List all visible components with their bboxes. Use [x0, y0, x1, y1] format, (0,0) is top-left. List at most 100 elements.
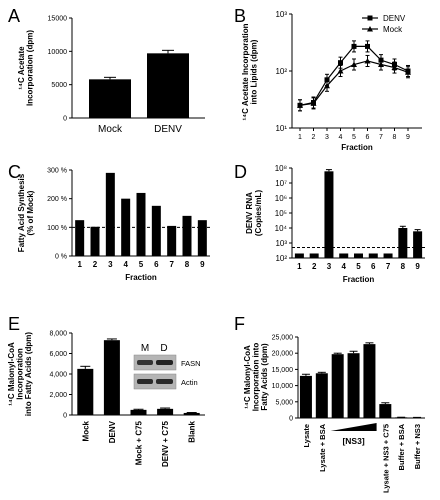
x-tick-label: 7: [386, 262, 391, 271]
blot-band: [137, 379, 153, 384]
x-tick-label: Lysate + NS3 + C75: [381, 424, 390, 493]
y-tick-label: 5,000: [275, 399, 293, 406]
y-tick-label: 25,000: [272, 335, 294, 342]
y-axis-label: ¹⁴C Acetate Incorporationinto Lipids (dp…: [241, 23, 259, 120]
bar: [347, 353, 360, 418]
legend-marker-square: [367, 15, 373, 21]
y-tick-label: 15000: [48, 16, 68, 23]
x-tick-label: 9: [415, 262, 420, 271]
y-axis-label: DENV RNA(Copies/mL): [245, 190, 263, 237]
panel-label-f: F: [234, 314, 245, 334]
bar: [136, 192, 146, 256]
y-tick-label: 4,000: [49, 372, 67, 379]
y-tick-label: 100 %: [47, 225, 67, 232]
bar: [339, 253, 349, 258]
ns3-gradient-wedge: [330, 423, 377, 431]
legend-label: Mock: [383, 25, 403, 34]
blot-band: [137, 360, 153, 365]
data-point-triangle: [351, 61, 357, 68]
y-axis-label-line: ¹⁴C Malonyl-CoA: [7, 342, 16, 406]
blot-row-label: FASN: [181, 359, 201, 368]
x-tick-label: 3: [327, 262, 332, 271]
blot-strip: [133, 373, 177, 390]
data-point-triangle: [297, 102, 303, 108]
y-tick-label: 10,000: [272, 383, 294, 390]
chart-d: DENV RNA(Copies/mL) 10² 10³ 10⁴ 10⁵ 10⁶ 10⁷ 10⁸…: [245, 164, 425, 284]
x-tick-label: 2: [312, 134, 316, 141]
bar: [151, 205, 161, 256]
bar: [75, 220, 85, 256]
bar: [383, 253, 393, 258]
blot-strip: [133, 354, 177, 371]
bar: [167, 225, 177, 256]
y-tick-label: 2,000: [49, 392, 67, 399]
bar: [183, 412, 200, 415]
x-tick-label: DENV: [154, 124, 182, 135]
bar: [77, 368, 94, 415]
x-tick-label: 8: [393, 134, 397, 141]
bar: [324, 171, 334, 258]
data-point-square: [351, 43, 357, 49]
x-tick-label: 9: [200, 260, 205, 269]
data-point-triangle: [391, 64, 398, 71]
x-tick-label: Mock: [81, 420, 90, 441]
legend-label: DENV: [383, 14, 406, 23]
y-tick-label: 300 %: [47, 168, 67, 175]
data-point-square: [365, 43, 370, 49]
panel-label-a: A: [8, 6, 20, 26]
bar: [121, 198, 131, 256]
bar: [294, 253, 304, 258]
y-axis-label-line: (% of Mock): [26, 190, 35, 235]
y-axis-label-line: into Fatty Acids (dpm): [24, 332, 33, 416]
y-tick-label: 15,000: [272, 367, 294, 374]
x-tick-label: Lysate: [302, 424, 311, 448]
x-tick-label: 4: [341, 262, 346, 271]
panel-label-d: D: [234, 162, 247, 182]
y-axis-label: ¹⁴C AcetateIncorporation (dpm): [17, 30, 35, 106]
bar: [379, 404, 392, 418]
y-tick-label: 5000: [51, 82, 67, 89]
bar: [299, 375, 312, 418]
bar: [398, 228, 408, 258]
chart-b: ¹⁴C Acetate Incorporationinto Lipids (dp…: [241, 10, 422, 152]
bar: [105, 172, 115, 256]
x-tick-label: 6: [154, 260, 159, 269]
series-line: [299, 45, 409, 106]
panel-label-e: E: [8, 314, 20, 334]
panel-label-c: C: [8, 162, 21, 182]
y-axis-label-line: Incorporation into: [252, 343, 261, 412]
y-axis-label-line: Fatty Acid Synthesis: [17, 173, 26, 252]
y-tick-label: 10¹: [275, 124, 287, 133]
data-point-triangle: [337, 68, 344, 74]
x-tick-label: Buffer + BSA: [397, 423, 406, 470]
x-tick-label: DENV + C75: [161, 420, 170, 467]
y-tick-label: 0: [63, 413, 67, 420]
bar: [182, 215, 192, 256]
bar: [315, 373, 328, 418]
x-tick-label: 1: [77, 260, 82, 269]
y-axis-label: ¹⁴C Malonyl-CoAIncorporation intoFatty A…: [243, 343, 269, 412]
y-axis-label-line: ¹⁴C Acetate: [17, 46, 26, 90]
bar: [90, 226, 100, 256]
data-point-square: [338, 60, 343, 66]
x-tick-label: 9: [406, 134, 410, 141]
x-tick-label: 7: [169, 260, 174, 269]
x-tick-label: 8: [401, 262, 406, 271]
y-axis-label-line: ¹⁴C Acetate Incorporation: [241, 23, 250, 120]
y-axis-label-line: DENV RNA: [245, 192, 254, 234]
bar: [309, 253, 319, 258]
x-tick-label: 4: [339, 134, 343, 141]
x-tick-label: 5: [352, 134, 356, 141]
y-axis-label-line: Incorporation (dpm): [26, 30, 35, 106]
y-tick-label: 10²: [275, 254, 287, 263]
y-axis-label-line: Incorporation: [16, 348, 25, 400]
panel-label-b: B: [234, 6, 246, 26]
x-tick-label: 1: [298, 134, 302, 141]
y-tick-label: 200 %: [47, 196, 67, 203]
x-tick-label: 4: [123, 260, 128, 269]
y-tick-label: 10⁴: [275, 224, 288, 233]
blot-band: [156, 360, 173, 365]
y-tick-label: 10³: [275, 10, 287, 19]
bar: [413, 231, 423, 258]
